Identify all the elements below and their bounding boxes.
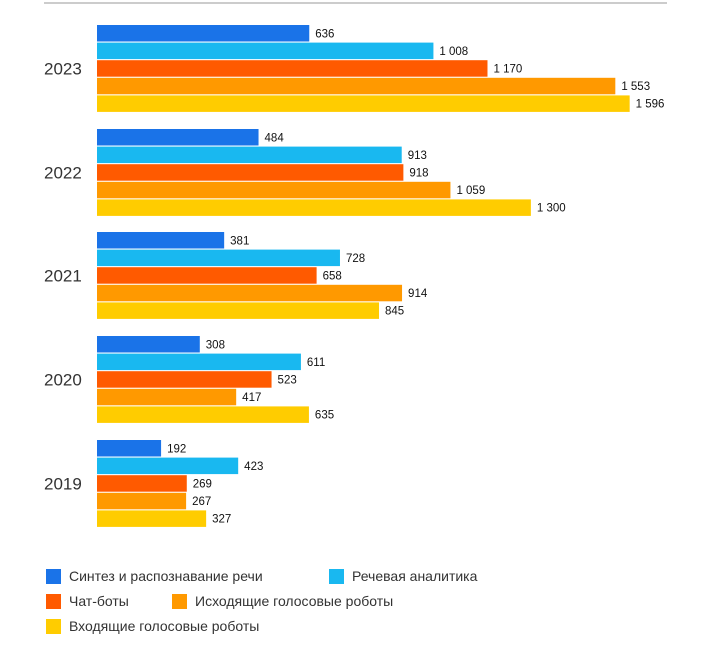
bar	[97, 42, 434, 60]
legend-swatch	[329, 568, 344, 584]
legend-swatch	[46, 618, 61, 634]
legend-item-speech-synthesis: Синтез и распознавание речи	[46, 568, 263, 584]
value-label: 484	[265, 132, 285, 144]
value-label: 913	[408, 150, 427, 162]
category-tick-label: 2022	[44, 163, 82, 182]
bar	[97, 249, 340, 267]
legend-item-outbound-robots: Исходящие голосовые роботы	[172, 593, 393, 609]
legend-row: Синтез и распознавание речи Речевая анал…	[46, 568, 666, 593]
bar	[97, 492, 187, 510]
value-label: 1 553	[621, 81, 650, 93]
value-label: 267	[192, 496, 211, 508]
legend: Синтез и распознавание речи Речевая анал…	[46, 568, 666, 643]
value-label: 308	[206, 339, 225, 351]
legend-item-chatbots: Чат-боты	[46, 593, 129, 609]
legend-item-speech-analytics: Речевая аналитика	[329, 568, 477, 584]
legend-row: Чат-боты Исходящие голосовые роботы	[46, 593, 666, 618]
value-label: 636	[315, 28, 334, 40]
value-label: 914	[408, 288, 428, 300]
legend-swatch	[46, 593, 61, 609]
bar	[97, 440, 162, 457]
bar	[97, 457, 239, 475]
legend-row: Входящие голосовые роботы	[46, 618, 666, 643]
category-tick-label: 2019	[44, 474, 82, 493]
value-label: 423	[244, 461, 263, 473]
value-label: 658	[323, 270, 342, 282]
value-label: 845	[385, 306, 404, 318]
legend-swatch	[172, 593, 187, 609]
bar	[97, 371, 272, 388]
bars-layer: 636 1 008 1 170 1 553 1 596 2023 484 913 918 1 05…	[44, 25, 664, 527]
value-label: 1 596	[636, 99, 665, 111]
bar	[97, 406, 309, 423]
bar	[97, 60, 488, 77]
legend-label: Входящие голосовые роботы	[69, 618, 260, 634]
bar	[97, 284, 403, 302]
value-label: 1 170	[493, 63, 522, 75]
value-label: 192	[167, 443, 186, 455]
legend-item-inbound-robots: Входящие голосовые роботы	[46, 618, 259, 634]
value-label: 1 008	[439, 46, 468, 58]
value-label: 523	[278, 374, 297, 386]
bar	[97, 475, 187, 492]
bar	[97, 25, 310, 42]
bar	[97, 232, 225, 249]
value-label: 1 059	[456, 185, 485, 197]
legend-swatch	[46, 568, 61, 584]
bar	[97, 181, 451, 199]
value-label: 918	[409, 167, 428, 179]
bar	[97, 510, 207, 527]
category-tick-label: 2023	[44, 59, 82, 78]
legend-label: Чат-боты	[69, 593, 129, 609]
category-tick-label: 2021	[44, 266, 82, 285]
bar	[97, 267, 317, 284]
value-label: 381	[230, 235, 249, 247]
value-label: 269	[193, 478, 212, 490]
bar	[97, 129, 259, 146]
bar	[97, 353, 301, 371]
bar	[97, 77, 616, 95]
value-label: 635	[315, 410, 334, 422]
value-label: 728	[346, 253, 365, 265]
bar	[97, 388, 237, 406]
category-tick-label: 2020	[44, 370, 82, 389]
legend-label: Синтез и распознавание речи	[69, 568, 263, 584]
value-label: 327	[212, 514, 231, 526]
bar	[97, 95, 630, 112]
value-label: 611	[307, 357, 325, 369]
bar	[97, 199, 531, 216]
bar-chart: 636 1 008 1 170 1 553 1 596 2023 484 913 918 1 05…	[44, 2, 667, 527]
bar	[97, 336, 200, 353]
value-label: 1 300	[537, 203, 566, 215]
bar	[97, 302, 380, 319]
legend-label: Исходящие голосовые роботы	[195, 593, 394, 609]
legend-label: Речевая аналитика	[352, 568, 478, 584]
bar	[97, 146, 402, 164]
value-label: 417	[242, 392, 261, 404]
bar	[97, 164, 404, 181]
